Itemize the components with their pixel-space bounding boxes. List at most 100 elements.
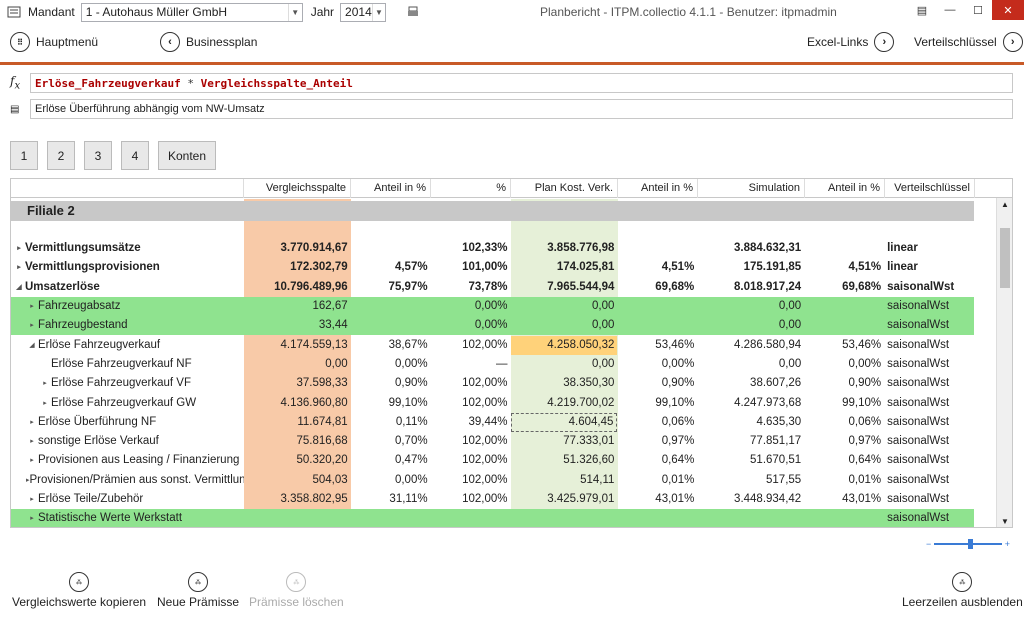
- table-cell[interactable]: 514,11: [580, 473, 615, 486]
- expand-icon[interactable]: ▸: [30, 457, 34, 465]
- table-cell[interactable]: 7.965.544,94: [547, 280, 615, 293]
- table-cell[interactable]: 39,44%: [468, 415, 508, 428]
- table-cell[interactable]: 77.333,01: [563, 435, 615, 448]
- expand-icon[interactable]: ◢: [29, 341, 35, 349]
- expand-icon[interactable]: ▸: [30, 515, 34, 523]
- table-cell[interactable]: saisonalWst: [887, 454, 950, 467]
- table-row[interactable]: ▸ Vermittlungsprovisionen 172.302,79 4,57% 1…: [11, 258, 974, 277]
- table-row[interactable]: ▸ Erlöse Teile/Zubehör 3.358.802,95 31,11% 1…: [11, 490, 974, 509]
- table-cell[interactable]: 53,46%: [655, 338, 695, 351]
- table-cell[interactable]: 174.025,81: [556, 261, 615, 274]
- table-row[interactable]: ▸ sonstige Erlöse Verkauf 75.816,68 0,70% 10…: [11, 432, 974, 451]
- table-cell[interactable]: [431, 509, 511, 527]
- table-cell[interactable]: 102,33%: [462, 242, 508, 255]
- table-cell[interactable]: 102,00%: [462, 338, 508, 351]
- table-cell[interactable]: 0,06%: [848, 415, 882, 428]
- table-cell[interactable]: 101,00%: [462, 261, 508, 274]
- delete-premise-button[interactable]: ⁂ Prämisse löschen: [249, 572, 344, 609]
- table-cell[interactable]: 43,01%: [842, 493, 882, 505]
- new-premise-button[interactable]: ⁂ Neue Prämisse: [157, 572, 239, 609]
- chevron-down-icon[interactable]: ▼: [1001, 517, 1009, 526]
- table-cell[interactable]: 0,00%: [661, 357, 695, 370]
- table-cell[interactable]: 0,90%: [394, 377, 428, 390]
- table-cell[interactable]: 3.448.934,42: [734, 493, 802, 505]
- table-cell[interactable]: saisonalWst: [887, 396, 950, 409]
- table-row[interactable]: ▸ Statistische Werte Werkstatt saisonalWst: [11, 509, 974, 527]
- table-cell[interactable]: 11.674,81: [297, 415, 348, 428]
- table-cell[interactable]: 0,00: [325, 357, 348, 370]
- hauptmenu-button[interactable]: ⠿ Hauptmenü: [10, 32, 98, 52]
- table-cell[interactable]: 175.191,85: [743, 261, 802, 274]
- table-cell[interactable]: saisonalWst: [887, 319, 950, 332]
- column-header[interactable]: Anteil in %: [805, 179, 885, 198]
- tab-3[interactable]: 3: [84, 141, 112, 170]
- table-cell[interactable]: 4.258.050,32: [510, 335, 618, 355]
- table-cell[interactable]: 75,97%: [388, 280, 428, 293]
- zoom-slider[interactable]: − +: [926, 539, 1010, 549]
- mandant-select[interactable]: 1 - Autohaus Müller GmbH ▼: [80, 2, 303, 22]
- vertical-scrollbar[interactable]: ▲ ▼: [996, 198, 1012, 527]
- table-cell[interactable]: 0,00: [592, 300, 615, 313]
- table-cell[interactable]: 38.350,30: [563, 377, 615, 390]
- table-cell[interactable]: 0,00%: [474, 300, 508, 313]
- close-button[interactable]: ✕: [992, 0, 1024, 20]
- maximize-button[interactable]: ☐: [973, 4, 983, 17]
- expand-icon[interactable]: ▸: [43, 399, 47, 407]
- printer-icon[interactable]: [406, 5, 420, 19]
- table-cell[interactable]: saisonalWst: [887, 493, 950, 505]
- table-cell[interactable]: 8.018.917,24: [734, 280, 802, 293]
- tab-1[interactable]: 1: [10, 141, 38, 170]
- table-cell[interactable]: 4,51%: [661, 261, 695, 274]
- table-cell[interactable]: 77.851,17: [750, 435, 802, 448]
- table-cell[interactable]: linear: [887, 261, 918, 274]
- expand-icon[interactable]: ▸: [17, 245, 21, 253]
- table-cell[interactable]: —: [496, 357, 508, 370]
- table-cell[interactable]: [244, 509, 351, 527]
- column-header[interactable]: Simulation: [698, 179, 805, 198]
- table-cell[interactable]: 3.358.802,95: [280, 493, 348, 505]
- table-cell[interactable]: [697, 509, 804, 527]
- table-cell[interactable]: saisonalWst: [887, 512, 950, 525]
- table-row[interactable]: ▸ Fahrzeugbestand 33,44 0,00% 0,00 0,00 saison…: [11, 316, 974, 336]
- table-cell[interactable]: 102,00%: [462, 377, 508, 390]
- table-cell[interactable]: 33,44: [318, 319, 348, 332]
- table-cell[interactable]: 504,03: [312, 473, 348, 486]
- formula-input[interactable]: Erlöse_Fahrzeugverkauf * Vergleichsspalt…: [30, 73, 1013, 93]
- table-cell[interactable]: 0,01%: [661, 473, 695, 486]
- table-cell[interactable]: 99,10%: [388, 396, 428, 409]
- table-cell[interactable]: 99,10%: [655, 396, 695, 409]
- table-cell[interactable]: 4,57%: [394, 261, 428, 274]
- table-cell[interactable]: 73,78%: [468, 280, 508, 293]
- table-cell[interactable]: saisonalWst: [887, 377, 950, 390]
- table-cell[interactable]: 51.670,51: [750, 454, 802, 467]
- table-cell[interactable]: 4.604,45: [510, 412, 618, 432]
- expand-icon[interactable]: ▸: [26, 476, 30, 484]
- table-cell[interactable]: [804, 316, 884, 335]
- table-cell[interactable]: 162,67: [312, 300, 348, 313]
- table-cell[interactable]: 0,64%: [848, 454, 882, 467]
- table-cell[interactable]: 0,00: [592, 319, 615, 332]
- table-cell[interactable]: 51.326,60: [563, 454, 615, 467]
- table-cell[interactable]: 0,64%: [661, 454, 695, 467]
- table-row[interactable]: ◢ Erlöse Fahrzeugverkauf 4.174.559,13 38,67…: [11, 335, 974, 355]
- table-cell[interactable]: 0,90%: [848, 377, 882, 390]
- chevron-up-icon[interactable]: ▲: [1001, 200, 1009, 209]
- table-cell[interactable]: 4.219.700,02: [547, 396, 615, 409]
- table-cell[interactable]: 0,97%: [848, 435, 882, 448]
- table-cell[interactable]: 31,11%: [389, 493, 428, 505]
- table-cell[interactable]: 0,47%: [394, 454, 428, 467]
- table-cell[interactable]: 0,00: [592, 357, 615, 370]
- table-row[interactable]: ▸ Erlöse Fahrzeugverkauf GW 4.136.960,80 99…: [11, 393, 974, 412]
- table-cell[interactable]: saisonalWst: [887, 435, 950, 448]
- table-cell[interactable]: 0,01%: [848, 473, 882, 486]
- table-cell[interactable]: [351, 239, 431, 258]
- table-cell[interactable]: 3.858.776,98: [547, 242, 615, 255]
- table-cell[interactable]: 102,00%: [462, 396, 508, 409]
- table-cell[interactable]: 75.816,68: [296, 435, 348, 448]
- table-cell[interactable]: saisonalWst: [887, 357, 950, 370]
- table-cell[interactable]: 53,46%: [842, 338, 882, 351]
- table-cell[interactable]: 69,68%: [655, 280, 695, 293]
- table-cell[interactable]: [617, 316, 697, 335]
- table-cell[interactable]: [804, 509, 884, 527]
- expand-icon[interactable]: ▸: [17, 264, 21, 272]
